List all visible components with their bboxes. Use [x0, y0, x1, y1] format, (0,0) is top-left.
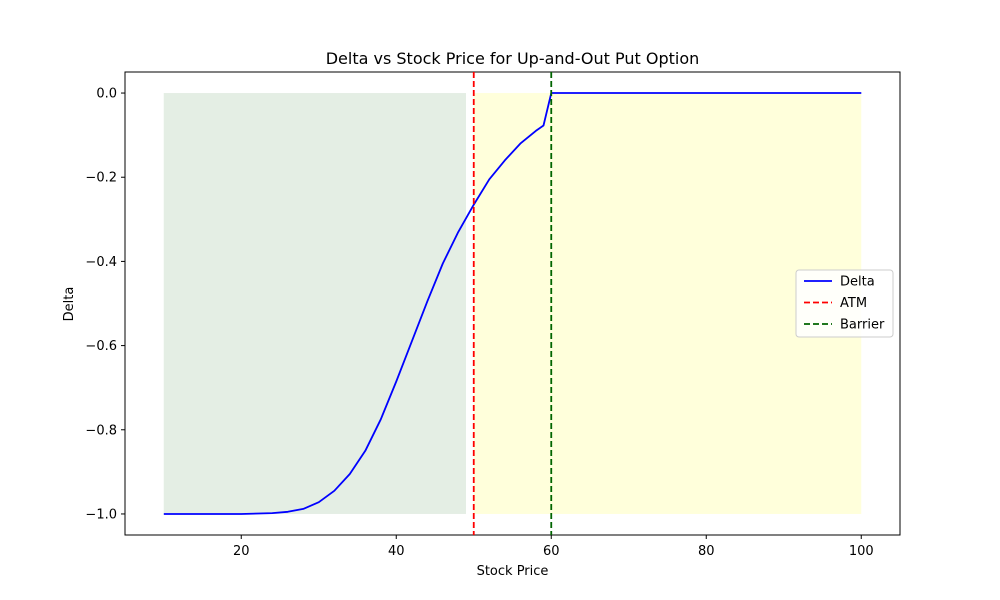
legend-label-delta: Delta	[840, 275, 875, 290]
chart-title: Delta vs Stock Price for Up-and-Out Put …	[326, 49, 700, 68]
y-tick-label-3: −0.6	[85, 339, 117, 354]
legend-label-barrier: Barrier	[840, 318, 885, 333]
y-tick-label-0: 0.0	[96, 87, 117, 102]
x-tick-label-3: 80	[698, 544, 715, 559]
series-delta-line	[163, 92, 862, 515]
y-tick-label-2: −0.4	[85, 255, 117, 270]
y-axis-title: Delta	[62, 287, 77, 322]
axes-frame	[124, 71, 901, 536]
x-axis-title: Stock Price	[477, 564, 549, 579]
y-tick-label-5: −1.0	[85, 507, 117, 522]
shaded-region-0	[163, 93, 466, 514]
legend: Delta ATM Barrier	[795, 269, 894, 338]
legend-box	[795, 269, 894, 338]
y-tick-label-1: −0.2	[85, 171, 117, 186]
x-tick-label-1: 40	[388, 544, 405, 559]
y-tick-label-4: −0.8	[85, 423, 117, 438]
x-tick-label-2: 60	[543, 544, 560, 559]
x-tick-label-0: 20	[233, 544, 250, 559]
plot-area: 20 40 60 80 100 0.0 −0.2 −0.4 −0.6 −0.8 −1.0	[85, 71, 901, 559]
legend-label-atm: ATM	[840, 296, 867, 311]
x-tick-label-4: 100	[849, 544, 874, 559]
